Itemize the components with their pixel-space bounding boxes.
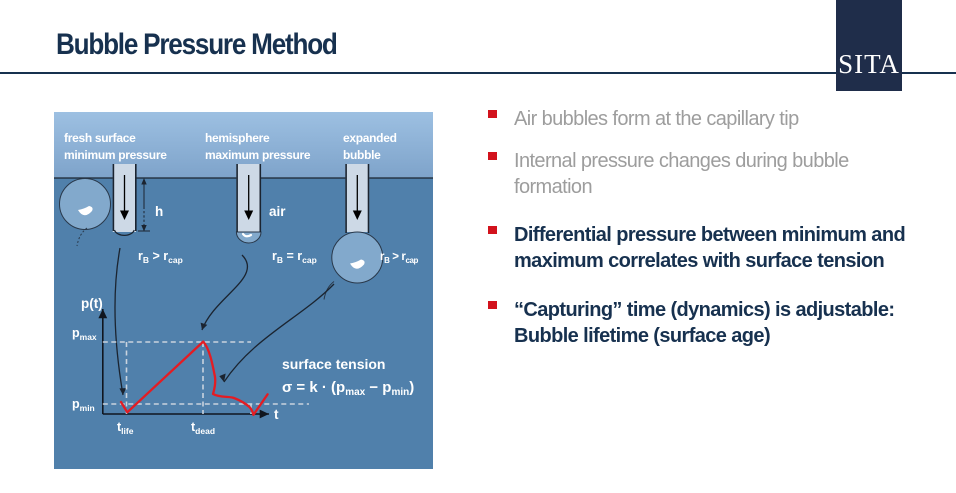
svg-text:bubble: bubble	[343, 148, 381, 162]
svg-text:t: t	[274, 407, 279, 422]
svg-text:p(t): p(t)	[81, 296, 103, 311]
svg-text:air: air	[269, 204, 286, 219]
svg-text:fresh surface: fresh surface	[64, 131, 136, 145]
svg-text:surface tension: surface tension	[282, 356, 385, 372]
svg-text:expanded: expanded	[343, 131, 397, 145]
svg-text:maximum pressure: maximum pressure	[205, 148, 311, 162]
svg-text:minimum pressure: minimum pressure	[64, 148, 167, 162]
svg-text:h: h	[155, 204, 163, 219]
svg-text:hemisphere: hemisphere	[205, 131, 270, 145]
